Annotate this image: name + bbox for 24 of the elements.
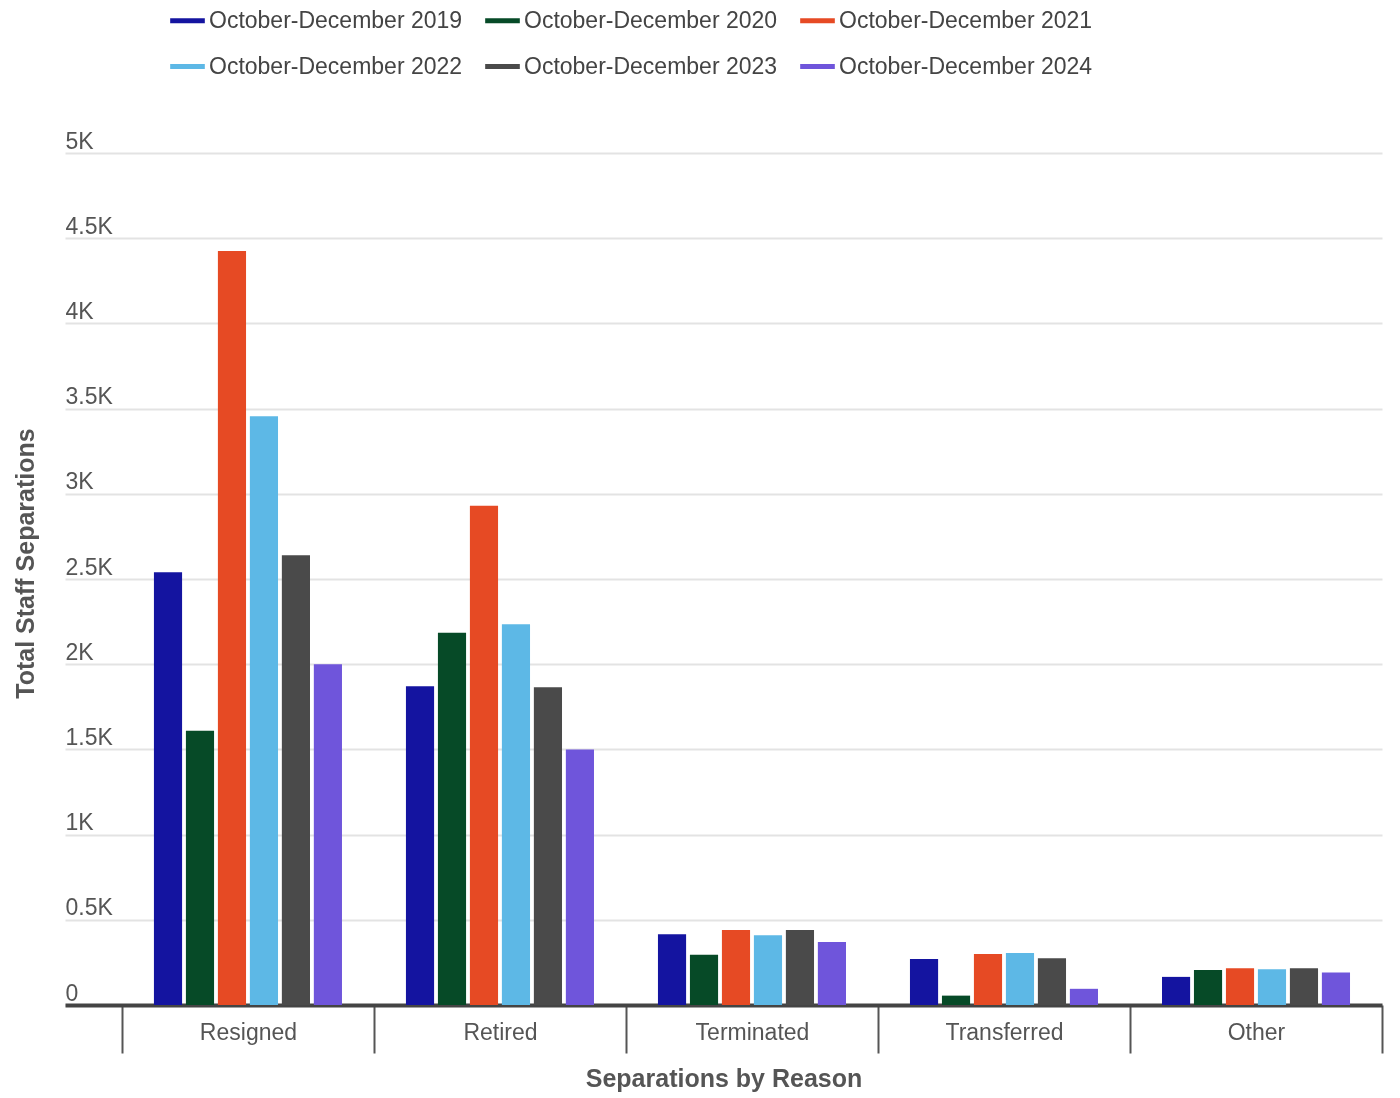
- y-tick-label: 5K: [65, 127, 95, 154]
- x-tick-label: Other: [1227, 1018, 1286, 1045]
- legend-label: October-December 2019: [209, 6, 463, 33]
- legend-label: October-December 2021: [839, 6, 1093, 33]
- x-tick-label: Transferred: [945, 1018, 1064, 1045]
- legend-label: October-December 2020: [524, 6, 778, 33]
- x-tick-label: Retired: [463, 1018, 538, 1045]
- x-axis-title: Separations by Reason: [585, 1063, 863, 1092]
- y-tick-label: 2K: [65, 638, 95, 665]
- y-tick-label: 1.5K: [65, 723, 114, 750]
- legend-label: October-December 2023: [524, 52, 778, 79]
- y-tick-label: 0: [65, 979, 79, 1006]
- y-tick-label: 2.5K: [65, 553, 114, 580]
- y-tick-label: 1K: [65, 809, 95, 836]
- legend-label: October-December 2022: [209, 52, 463, 79]
- legend-label: October-December 2024: [839, 52, 1093, 79]
- y-tick-label: 3.5K: [65, 383, 114, 410]
- y-tick-label: 4.5K: [65, 212, 114, 239]
- y-tick-label: 4K: [65, 297, 95, 324]
- y-tick-label: 3K: [65, 468, 95, 495]
- y-axis-title: Total Staff Separations: [10, 428, 39, 699]
- x-tick-label: Terminated: [695, 1018, 810, 1045]
- y-tick-label: 0.5K: [65, 894, 114, 921]
- x-tick-label: Resigned: [199, 1018, 298, 1045]
